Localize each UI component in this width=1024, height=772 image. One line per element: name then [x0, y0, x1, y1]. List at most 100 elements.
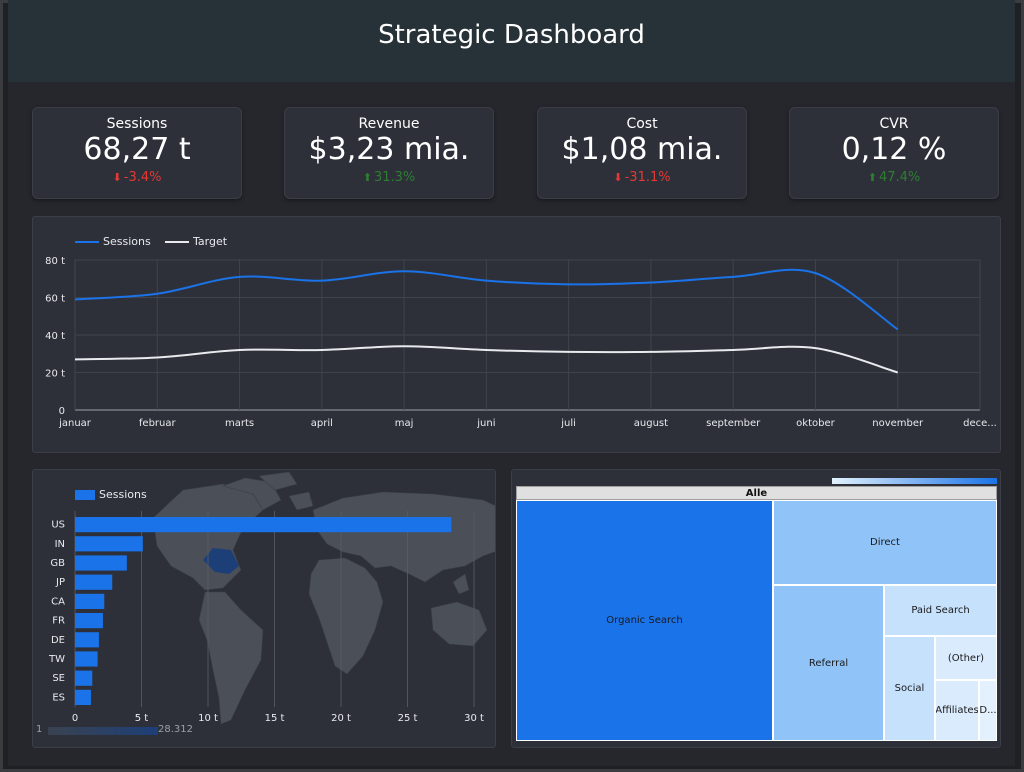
y-tick-label: 0: [59, 406, 65, 417]
bar-chart: 0 5 t 10 t 15 t 20 t 25 t 30 t US IN GB JP CA FR DE TW…: [48, 511, 484, 724]
treemap-cell-affiliates[interactable]: Affiliates: [935, 680, 979, 741]
treemap-cell-label: Organic Search: [606, 615, 683, 626]
treemap-cell-label: Paid Search: [911, 605, 970, 616]
treemap-cell-other[interactable]: (Other): [935, 636, 997, 680]
y-tick-label: TW: [48, 654, 65, 665]
legend-item-sessions[interactable]: Sessions: [75, 488, 147, 501]
kpi-label: CVR: [879, 116, 909, 132]
kpi-value: 68,27 t: [83, 132, 191, 167]
x-tick-label: 15 t: [265, 713, 285, 724]
kpi-label: Revenue: [358, 116, 420, 132]
treemap-cell-paid-search[interactable]: Paid Search: [884, 585, 997, 636]
bar-tw: [75, 651, 98, 667]
x-tick-label: marts: [225, 418, 254, 429]
kpi-value: 0,12 %: [841, 132, 947, 167]
kpi-card-revenue[interactable]: Revenue $3,23 mia. ⬆ 31.3%: [284, 107, 494, 199]
y-tick-label: 20 t: [45, 369, 65, 380]
y-tick-label: SE: [52, 673, 65, 684]
bar-es: [75, 689, 91, 705]
series-line-target: [74, 345, 899, 374]
arrow-up-icon: ⬆: [362, 171, 372, 184]
kpi-value: $3,23 mia.: [308, 132, 470, 167]
legend-item-target[interactable]: Target: [165, 235, 227, 248]
kpi-card-sessions[interactable]: Sessions 68,27 t ⬇ -3.4%: [32, 107, 242, 199]
y-tick-label: JP: [55, 577, 65, 588]
arrow-up-icon: ⬆: [867, 171, 877, 184]
map-color-scale: [48, 727, 158, 735]
kpi-delta-value: -3.4%: [123, 170, 162, 185]
x-tick-label: januar: [58, 418, 92, 429]
treemap-cell-social[interactable]: Social: [884, 636, 935, 741]
treemap-root-label[interactable]: Alle: [516, 486, 997, 500]
legend-swatch: [75, 241, 99, 243]
kpi-delta: ⬇ -31.1%: [538, 170, 746, 185]
y-tick-label: CA: [51, 596, 65, 607]
legend-swatch: [75, 490, 95, 500]
kpi-label: Cost: [626, 116, 658, 132]
map-scale-min: 1: [36, 724, 43, 735]
treemap-cell-organic-search[interactable]: Organic Search: [516, 500, 773, 741]
treemap-cell-label: (Other): [947, 652, 985, 664]
dashboard-header: Strategic Dashboard: [8, 0, 1015, 82]
x-tick-label: juli: [560, 418, 576, 429]
treemap-cell-direct[interactable]: Direct: [773, 500, 997, 585]
kpi-delta-value: 31.3%: [373, 170, 416, 185]
x-tick-label: februar: [139, 418, 177, 429]
y-tick-label: IN: [55, 539, 65, 550]
y-tick-label: US: [51, 520, 65, 531]
bar-ca: [75, 593, 105, 609]
arrow-down-icon: ⬇: [613, 171, 623, 184]
kpi-card-cvr[interactable]: CVR 0,12 % ⬆ 47.4%: [789, 107, 999, 199]
legend-label: Sessions: [103, 235, 151, 248]
kpi-card-cost[interactable]: Cost $1,08 mia. ⬇ -31.1%: [537, 107, 747, 199]
bar-se: [75, 670, 93, 686]
y-tick-label: DE: [51, 635, 65, 646]
legend-label: Sessions: [99, 488, 147, 501]
bar-de: [75, 632, 99, 648]
x-tick-label: 5 t: [135, 713, 149, 724]
legend-item-sessions[interactable]: Sessions: [75, 235, 151, 248]
treemap-cell-referral[interactable]: Referral: [773, 585, 884, 741]
x-tick-label: 0: [72, 713, 78, 724]
line-chart: 0 20 t 40 t 60 t 80 t januar februar marts april…: [45, 256, 997, 429]
legend-label: Target: [193, 235, 228, 248]
y-tick-label: 80 t: [45, 256, 65, 267]
x-tick-label: september: [706, 418, 761, 429]
x-tick-label: 25 t: [398, 713, 418, 724]
treemap-cell-label: Social: [894, 683, 925, 694]
x-tick-label: 10 t: [198, 713, 218, 724]
kpi-delta: ⬇ -3.4%: [33, 170, 241, 185]
treemap-color-scale: [832, 478, 997, 484]
x-tick-label: dece...: [963, 418, 997, 429]
kpi-label: Sessions: [106, 116, 168, 132]
x-tick-label: maj: [395, 418, 414, 429]
x-tick-label: august: [634, 418, 668, 429]
y-tick-label: 60 t: [45, 294, 65, 305]
y-tick-label: ES: [52, 692, 65, 703]
bar-gb: [75, 555, 127, 571]
treemap-cell-label: Direct: [870, 537, 900, 548]
treemap-cell-label: D...: [979, 705, 997, 716]
bar-jp: [75, 574, 113, 590]
y-tick-label: 40 t: [45, 331, 65, 342]
x-tick-label: november: [872, 418, 924, 429]
legend-swatch: [165, 241, 189, 243]
y-tick-label: GB: [50, 558, 65, 569]
x-tick-label: 30 t: [464, 713, 484, 724]
bar-us: [75, 517, 452, 533]
treemap-cell-display[interactable]: D...: [979, 680, 997, 741]
kpi-delta: ⬆ 31.3%: [285, 170, 493, 185]
arrow-down-icon: ⬇: [112, 171, 122, 184]
x-tick-label: juni: [476, 418, 495, 429]
map-scale-max: 28.312: [158, 724, 193, 735]
line-chart-panel[interactable]: Sessions Target 0 20 t 40 t 60 t 80 t januar f…: [32, 216, 1001, 453]
series-line-sessions: [74, 268, 899, 331]
y-tick-label: FR: [52, 616, 65, 627]
x-tick-label: 20 t: [331, 713, 351, 724]
geo-bar-panel[interactable]: Sessions 0 5 t 10 t 15 t 20 t 25 t 30 t US IN GB J…: [32, 469, 496, 748]
kpi-delta: ⬆ 47.4%: [790, 170, 998, 185]
bar-in: [75, 536, 143, 552]
page-title: Strategic Dashboard: [378, 20, 645, 50]
bar-fr: [75, 613, 103, 629]
x-tick-label: april: [311, 418, 333, 429]
